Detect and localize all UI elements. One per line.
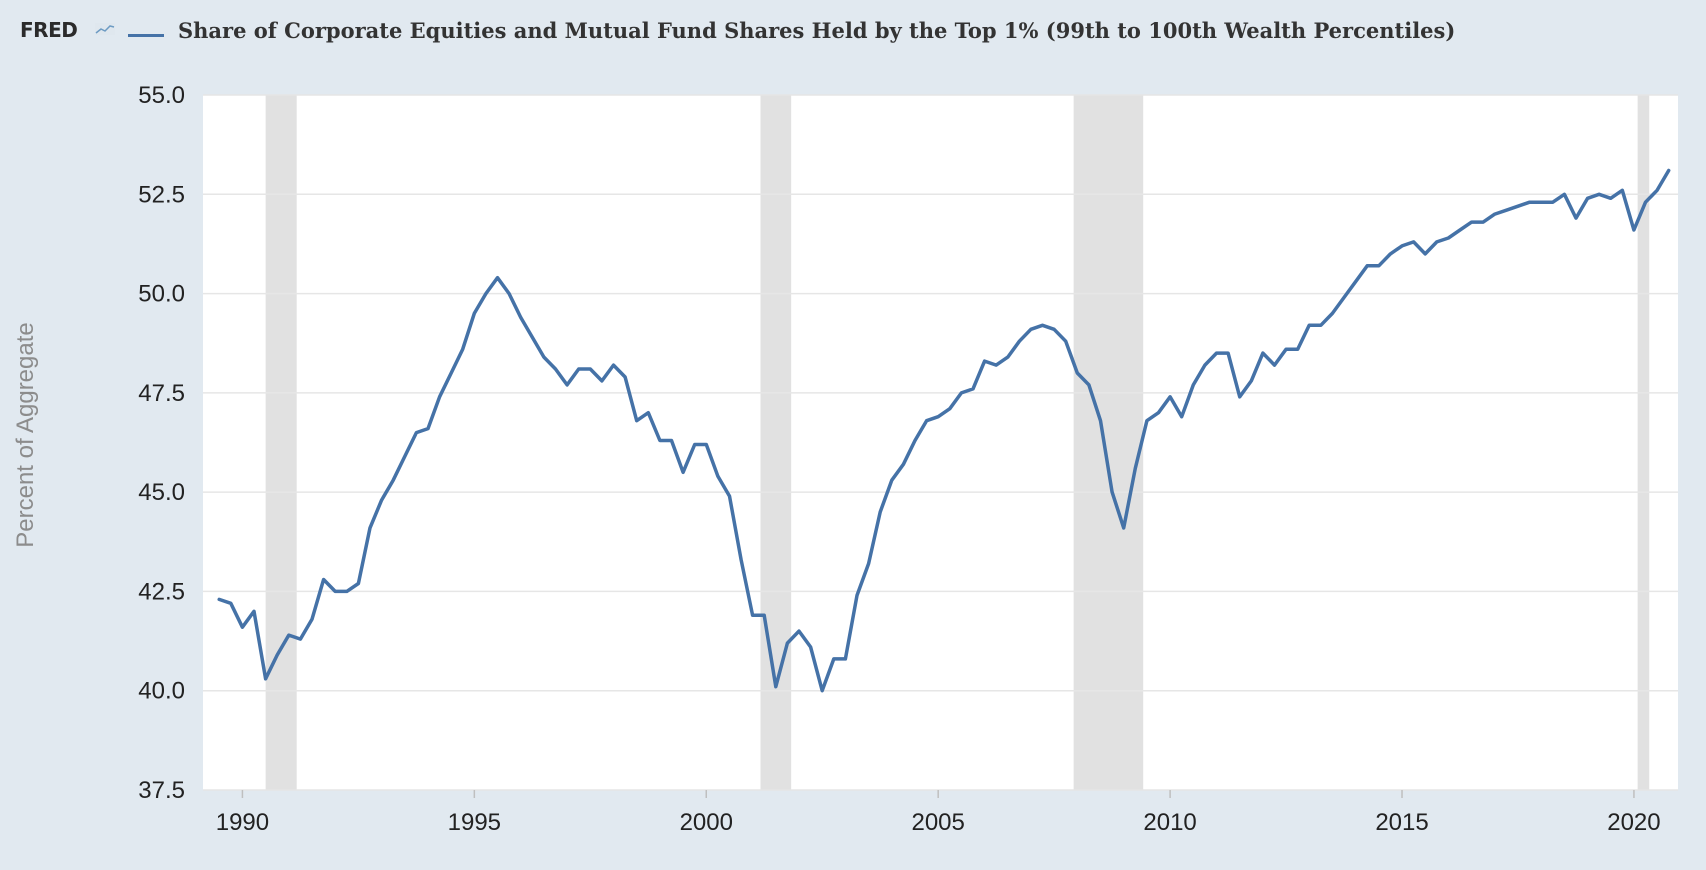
recession-band-3 xyxy=(1637,95,1650,790)
x-tick-label: 2005 xyxy=(911,809,964,836)
y-tick-label: 37.5 xyxy=(138,777,185,804)
recession-band-1 xyxy=(760,95,792,790)
recession-bands xyxy=(265,95,1650,790)
legend-series-line xyxy=(128,34,164,37)
series-group xyxy=(217,168,1671,693)
grid-lines xyxy=(203,94,1678,791)
recession-band-0 xyxy=(265,95,297,790)
x-tick-label: 1995 xyxy=(448,809,501,836)
chart-header: FRED Share of Corporate Equities and Mut… xyxy=(0,0,1706,70)
y-tick-label: 42.5 xyxy=(138,578,185,605)
y-tick-label: 50.0 xyxy=(138,281,185,308)
fred-logo: FRED xyxy=(20,18,78,42)
x-tick-label: 2015 xyxy=(1375,809,1428,836)
x-tick-label: 2000 xyxy=(680,809,733,836)
chart-title: Share of Corporate Equities and Mutual F… xyxy=(178,18,1456,43)
x-axis-ticks: 1990 1995 2000 2005 2010 2015 2020 xyxy=(216,790,1661,836)
recession-band-2 xyxy=(1073,95,1144,790)
x-tick-label: 2020 xyxy=(1607,809,1660,836)
y-tick-label: 52.5 xyxy=(138,181,185,208)
fred-graph-icon xyxy=(95,23,115,35)
x-tick-label: 2010 xyxy=(1143,809,1196,836)
y-tick-label: 40.0 xyxy=(138,678,185,705)
y-tick-label: 45.0 xyxy=(138,479,185,506)
plot-area xyxy=(203,95,1678,790)
x-tick-label: 1990 xyxy=(216,809,269,836)
y-tick-label: 47.5 xyxy=(138,380,185,407)
y-tick-label: 55.0 xyxy=(138,82,185,109)
series-line-0 xyxy=(217,168,1671,693)
y-axis-ticks: 37.5 40.0 42.5 45.0 47.5 50.0 52.5 55.0 xyxy=(138,82,185,804)
